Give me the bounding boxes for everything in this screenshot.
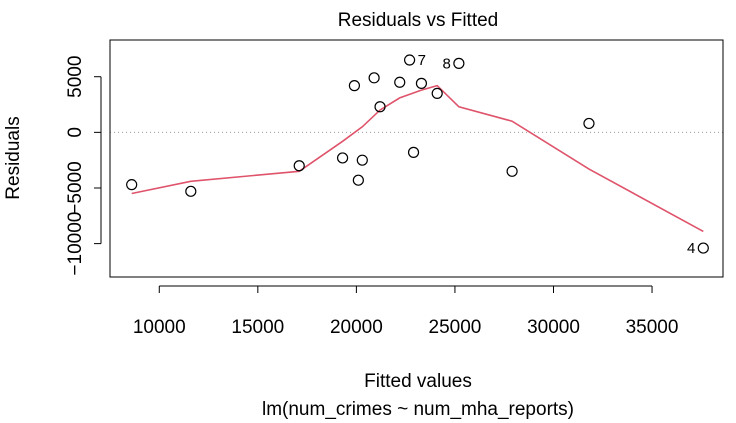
residual-point [453, 57, 465, 69]
chart-title: Residuals vs Fitted [338, 10, 499, 31]
residual-point [348, 80, 361, 92]
residual-point [368, 72, 380, 84]
smooth-line-group [131, 84, 704, 233]
y-axis: −10000−5000 0 5000 [65, 56, 102, 276]
y-tick-label: −10000 [65, 212, 86, 276]
x-tick-label: 25000 [429, 317, 482, 338]
x-tick-label: 35000 [626, 317, 679, 338]
residual-point [293, 160, 305, 172]
residual-point [415, 77, 428, 89]
point-label: 8 [443, 55, 451, 72]
x-axis: 10000 15000 20000 25000 30000 35000 [133, 285, 679, 338]
residual-point [404, 54, 416, 66]
x-tick-label: 30000 [527, 317, 580, 338]
residual-point [697, 242, 709, 254]
x-axis-label: Fitted values [364, 371, 472, 392]
residual-point [394, 76, 406, 88]
point-label: 4 [687, 240, 695, 257]
residual-point [506, 165, 518, 177]
smooth-line [131, 84, 704, 233]
point-labels-group: 7 8 4 [418, 52, 696, 257]
residual-point [126, 179, 138, 191]
residual-point [431, 87, 443, 100]
plot-frame [109, 39, 724, 278]
residual-point [356, 154, 368, 166]
residual-point [407, 146, 420, 158]
residual-point [336, 152, 349, 164]
y-tick-label: 0 [65, 127, 86, 138]
residual-point [352, 174, 364, 186]
chart-subtitle: lm(num_crimes ~ num_mha_reports) [262, 399, 574, 420]
residual-point [185, 185, 197, 197]
y-tick-label: 5000 [65, 56, 86, 98]
x-tick-label: 10000 [133, 317, 186, 338]
y-axis-label: Residuals [3, 116, 24, 199]
x-tick-label: 15000 [231, 317, 284, 338]
points-group [126, 54, 709, 254]
y-tick-label: −5000 [65, 161, 86, 214]
x-tick-label: 20000 [330, 317, 383, 338]
point-label: 7 [418, 52, 426, 69]
residual-point [374, 101, 386, 113]
residual-point [583, 117, 595, 130]
